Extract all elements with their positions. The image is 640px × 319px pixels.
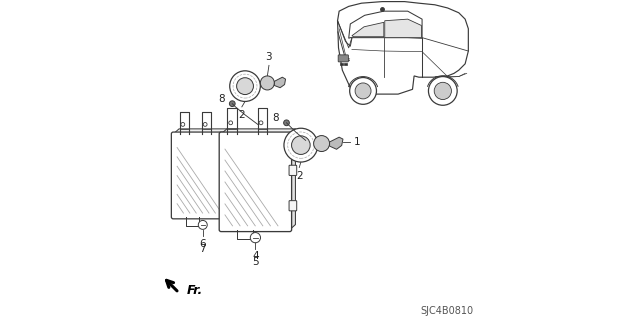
FancyBboxPatch shape bbox=[344, 63, 348, 65]
Text: Fr.: Fr. bbox=[187, 285, 203, 297]
Text: SJC4B0810: SJC4B0810 bbox=[420, 306, 473, 316]
Polygon shape bbox=[275, 77, 285, 88]
Text: 7: 7 bbox=[200, 244, 206, 254]
Circle shape bbox=[284, 128, 318, 162]
Circle shape bbox=[259, 121, 263, 125]
Polygon shape bbox=[352, 22, 384, 37]
Circle shape bbox=[434, 82, 451, 100]
Circle shape bbox=[292, 136, 310, 154]
FancyBboxPatch shape bbox=[172, 132, 234, 219]
Circle shape bbox=[349, 78, 376, 104]
Text: 6: 6 bbox=[200, 239, 206, 249]
Polygon shape bbox=[232, 129, 238, 217]
Circle shape bbox=[260, 76, 275, 90]
Circle shape bbox=[228, 121, 232, 125]
FancyBboxPatch shape bbox=[232, 163, 239, 172]
Circle shape bbox=[230, 71, 260, 101]
Polygon shape bbox=[330, 137, 343, 149]
Circle shape bbox=[198, 220, 207, 229]
Text: 5: 5 bbox=[252, 257, 259, 267]
Polygon shape bbox=[349, 11, 422, 38]
Polygon shape bbox=[385, 19, 422, 38]
Circle shape bbox=[237, 78, 253, 94]
Polygon shape bbox=[221, 129, 296, 134]
Circle shape bbox=[428, 77, 457, 105]
Text: 4: 4 bbox=[252, 251, 259, 261]
Text: 8: 8 bbox=[272, 113, 278, 123]
FancyBboxPatch shape bbox=[340, 63, 343, 65]
Circle shape bbox=[204, 122, 207, 126]
Text: 2: 2 bbox=[238, 110, 244, 120]
Text: 2: 2 bbox=[296, 171, 303, 181]
Polygon shape bbox=[290, 129, 296, 230]
Text: 1: 1 bbox=[353, 137, 360, 147]
Text: 8: 8 bbox=[218, 94, 225, 104]
FancyBboxPatch shape bbox=[289, 201, 297, 211]
FancyBboxPatch shape bbox=[338, 55, 348, 62]
FancyBboxPatch shape bbox=[219, 132, 292, 232]
Circle shape bbox=[181, 122, 185, 126]
Text: 3: 3 bbox=[266, 52, 272, 62]
Circle shape bbox=[284, 120, 289, 126]
Circle shape bbox=[250, 233, 260, 243]
Circle shape bbox=[314, 136, 330, 152]
Circle shape bbox=[229, 101, 235, 107]
FancyBboxPatch shape bbox=[289, 165, 297, 175]
Circle shape bbox=[355, 83, 371, 99]
Polygon shape bbox=[173, 129, 238, 134]
Polygon shape bbox=[337, 2, 468, 94]
FancyBboxPatch shape bbox=[232, 192, 239, 201]
